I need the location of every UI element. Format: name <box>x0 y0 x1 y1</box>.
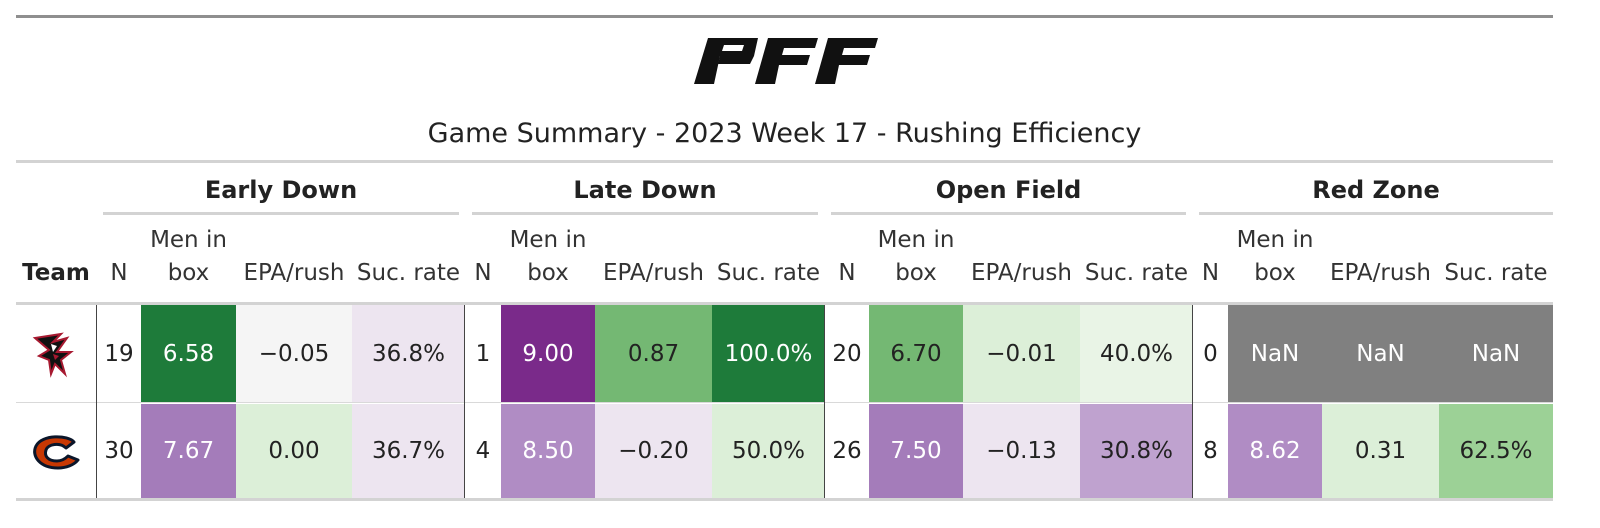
column-separator <box>96 305 97 498</box>
table-cell-n: 4 <box>465 404 501 498</box>
column-header-team: Team <box>22 260 90 286</box>
table-cell-epa-rush: NaN <box>1322 305 1439 402</box>
table-cell-epa-rush: 0.31 <box>1322 404 1439 498</box>
table-cell-success-rate: 36.8% <box>352 305 465 402</box>
column-header-n: N <box>1201 260 1220 286</box>
column-header-men-in-box: Men in box <box>877 227 955 286</box>
atlanta-falcons-logo-icon <box>32 332 74 378</box>
table-row-team-logo <box>16 305 96 402</box>
table-cell-men-in-box: 9.00 <box>501 305 595 402</box>
column-header-epa-rush: EPA/rush <box>1329 260 1431 286</box>
table-cell-success-rate: NaN <box>1439 305 1553 402</box>
table-cell-n: 0 <box>1193 305 1228 402</box>
column-header-men-in-box: Men in box <box>509 227 587 286</box>
column-header-success-rate: Suc. rate <box>356 260 461 286</box>
table-cell-n: 30 <box>97 404 141 498</box>
table-cell-men-in-box: 8.50 <box>501 404 595 498</box>
pff-logo <box>694 38 878 84</box>
column-header-n: N <box>474 260 492 286</box>
group-header-open-field: Open Field <box>935 176 1082 204</box>
table-cell-n: 20 <box>825 305 869 402</box>
table-cell-n: 19 <box>97 305 141 402</box>
group-underline <box>472 212 818 215</box>
group-underline <box>1199 212 1553 215</box>
table-cell-epa-rush: −0.13 <box>963 404 1080 498</box>
column-header-men-in-box: Men in box <box>150 227 227 286</box>
column-header-epa-rush: EPA/rush <box>970 260 1072 286</box>
table-cell-men-in-box: 8.62 <box>1228 404 1322 498</box>
table-cell-n: 8 <box>1193 404 1228 498</box>
table-cell-success-rate: 40.0% <box>1080 305 1193 402</box>
title-divider <box>16 160 1553 163</box>
table-cell-epa-rush: 0.00 <box>236 404 352 498</box>
group-underline <box>103 212 459 215</box>
table-cell-epa-rush: −0.20 <box>595 404 712 498</box>
table-row-team-logo <box>16 404 96 500</box>
column-header-epa-rush: EPA/rush <box>602 260 704 286</box>
column-header-n: N <box>110 260 128 286</box>
column-header-success-rate: Suc. rate <box>1444 260 1548 286</box>
group-underline <box>831 212 1186 215</box>
table-cell-epa-rush: −0.01 <box>963 305 1080 402</box>
table-cell-men-in-box: 7.50 <box>869 404 963 498</box>
table-cell-n: 26 <box>825 404 869 498</box>
table-bottom-rule <box>16 498 1553 501</box>
table-cell-success-rate: 36.7% <box>352 404 465 498</box>
column-separator <box>1192 305 1193 498</box>
table-cell-men-in-box: NaN <box>1228 305 1322 402</box>
table-cell-success-rate: 50.0% <box>712 404 825 498</box>
row-divider <box>16 402 1553 403</box>
table-cell-n: 1 <box>465 305 501 402</box>
table-cell-success-rate: 62.5% <box>1439 404 1553 498</box>
table-cell-success-rate: 100.0% <box>712 305 825 402</box>
header-bottom-rule <box>16 302 1553 305</box>
table-cell-epa-rush: −0.05 <box>236 305 352 402</box>
group-header-late-down: Late Down <box>573 176 717 204</box>
table-cell-epa-rush: 0.87 <box>595 305 712 402</box>
column-header-success-rate: Suc. rate <box>716 260 821 286</box>
table-cell-men-in-box: 7.67 <box>141 404 236 498</box>
table-cell-success-rate: 30.8% <box>1080 404 1193 498</box>
column-separator <box>464 305 465 498</box>
column-header-men-in-box: Men in box <box>1236 227 1314 286</box>
group-header-early-down: Early Down <box>204 176 358 204</box>
group-header-red-zone: Red Zone <box>1312 176 1440 204</box>
column-separator <box>824 305 825 498</box>
chicago-bears-logo-icon <box>33 435 80 470</box>
column-header-n: N <box>838 260 856 286</box>
table-cell-men-in-box: 6.58 <box>141 305 236 402</box>
column-header-epa-rush: EPA/rush <box>243 260 345 286</box>
top-rule <box>16 15 1553 18</box>
table-cell-men-in-box: 6.70 <box>869 305 963 402</box>
table-title: Game Summary - 2023 Week 17 - Rushing Ef… <box>427 118 1142 149</box>
column-header-success-rate: Suc. rate <box>1084 260 1189 286</box>
